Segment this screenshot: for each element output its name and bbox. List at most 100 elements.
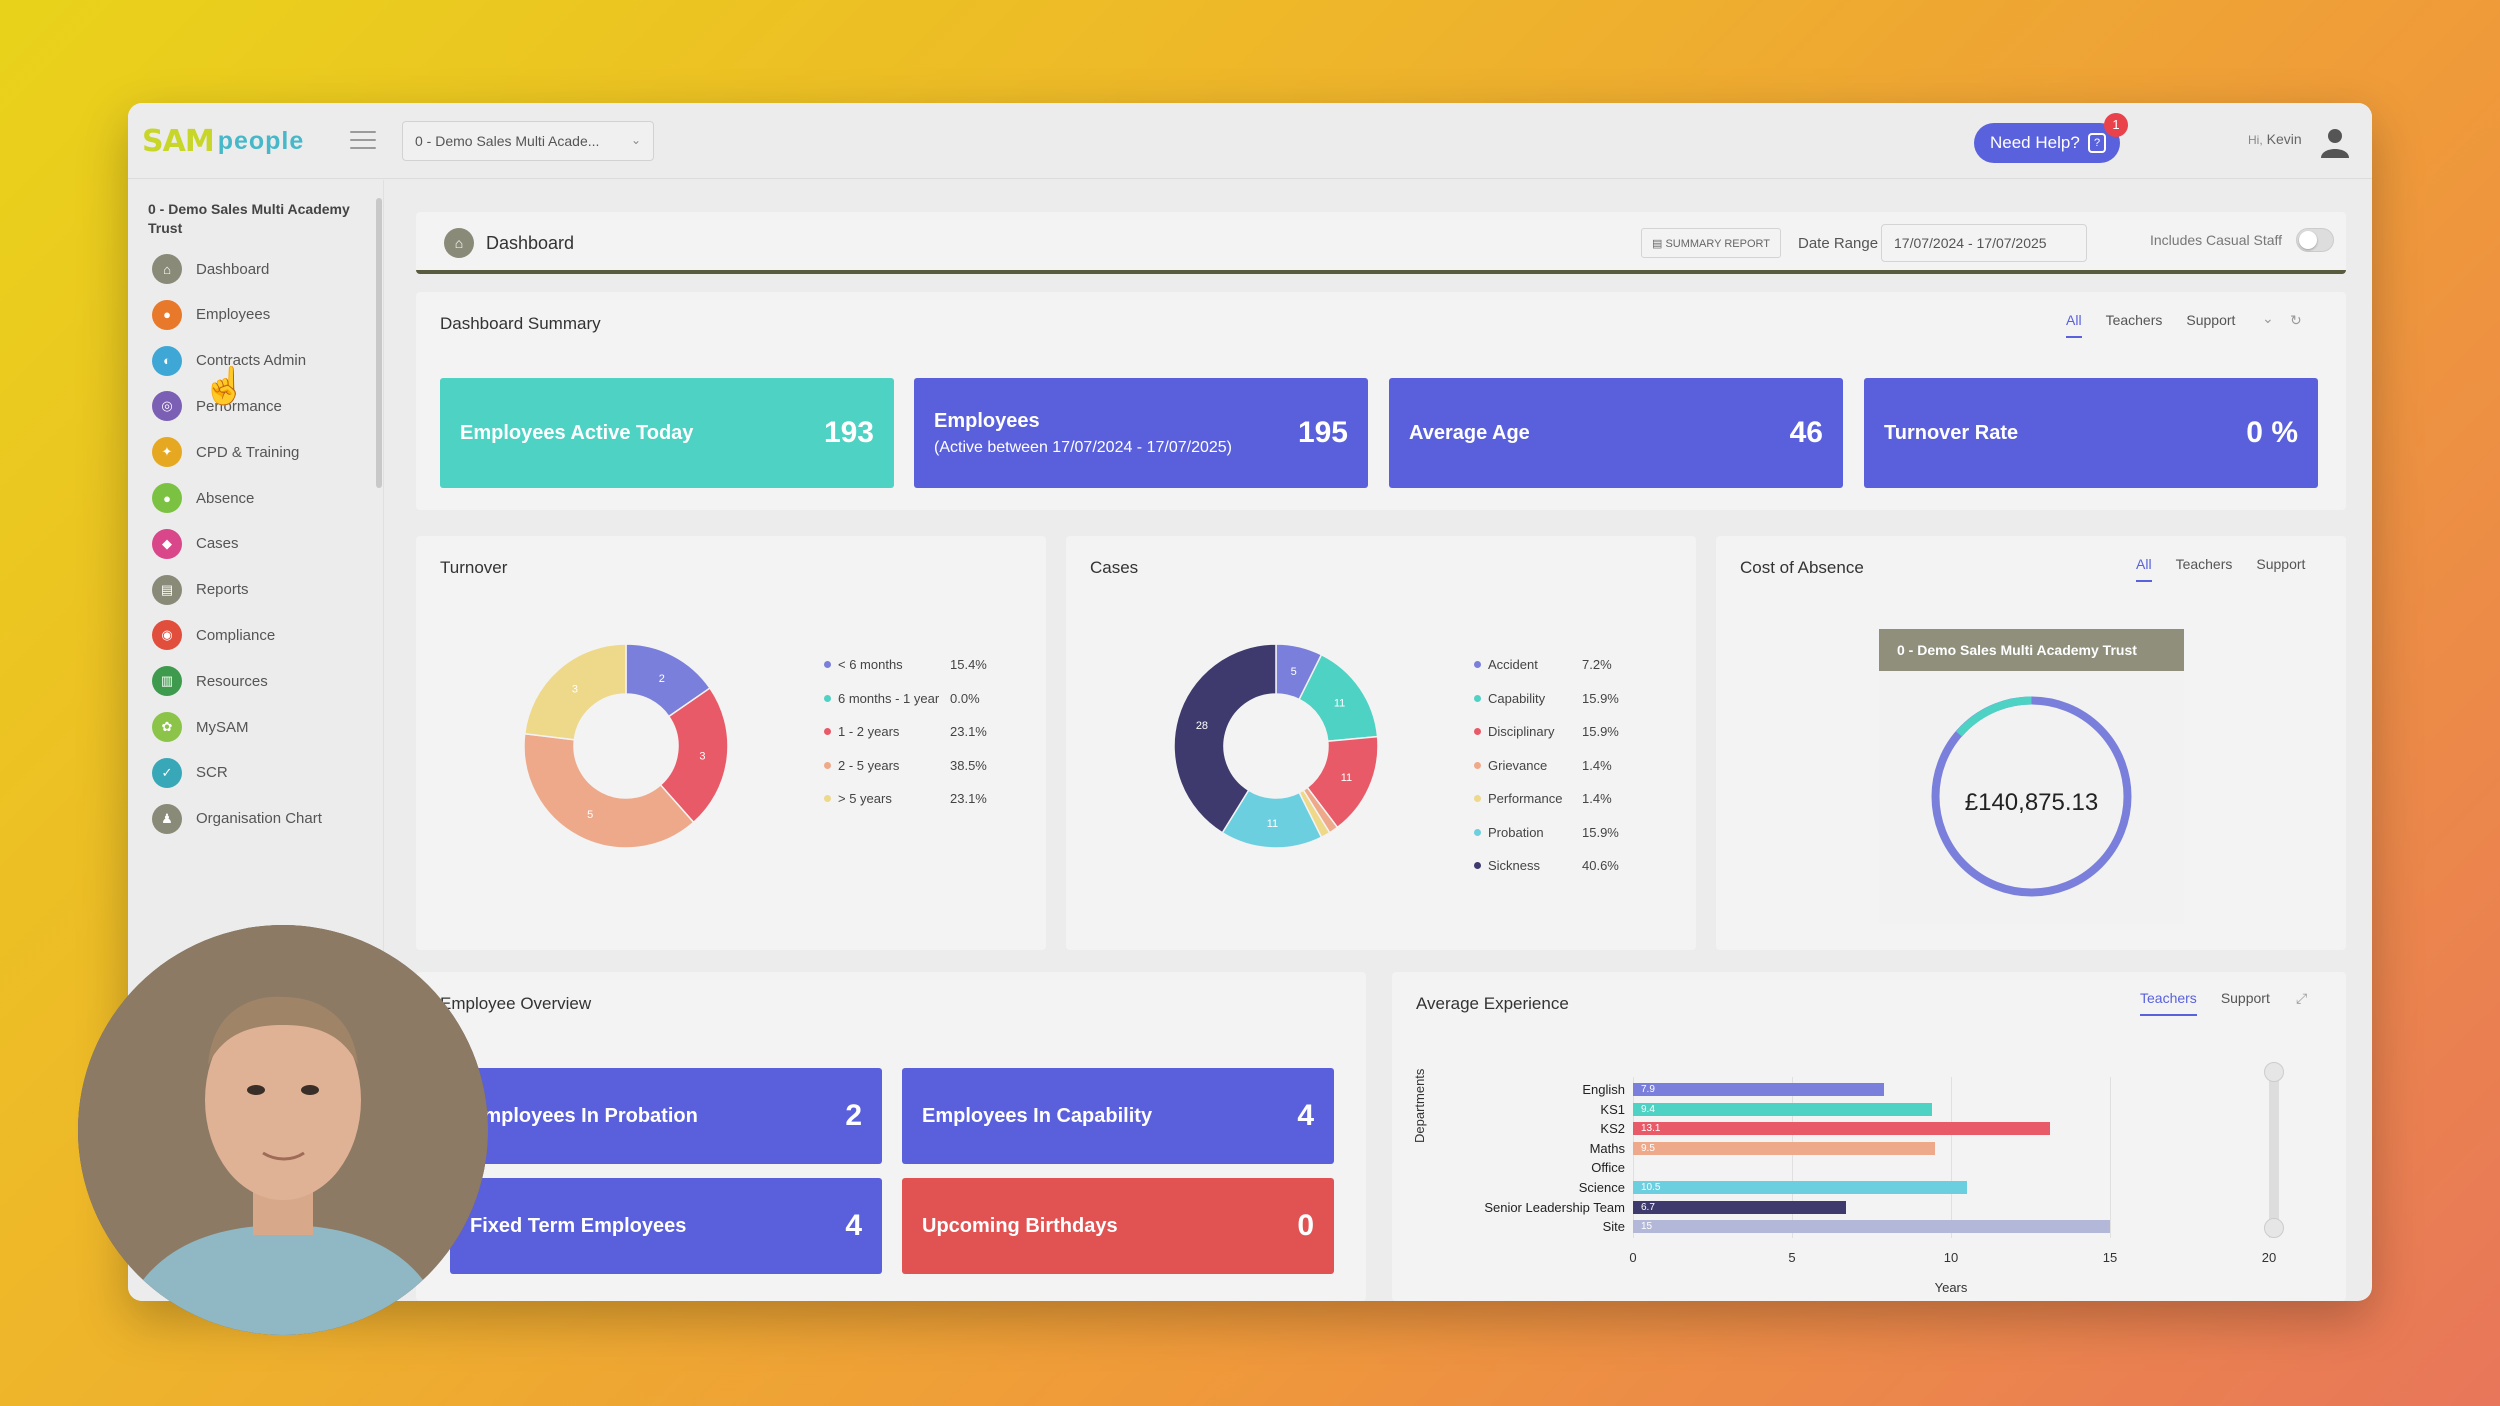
sidebar-item-compliance[interactable]: ◉ Compliance [152, 620, 372, 651]
need-help-button[interactable]: Need Help? ? 1 [1974, 113, 2128, 163]
legend-item: Performance 1.4% [1474, 782, 1634, 816]
pie-slice-2-5-years[interactable] [523, 732, 695, 849]
bar[interactable]: 15 [1633, 1220, 2110, 1234]
legend-label: Sickness [1488, 858, 1541, 874]
summary-report-button[interactable]: ▤ SUMMARY REPORT [1641, 228, 1781, 258]
sidebar-item-cpd-training[interactable]: ✦ CPD & Training [152, 437, 372, 468]
zoom-slider-handle[interactable] [2264, 1218, 2284, 1238]
legend-percent: 23.1% [950, 791, 987, 807]
bar[interactable]: 6.7 [1633, 1200, 1847, 1214]
chevron-down-icon: ⌄ [630, 133, 641, 147]
sidebar-item-resources[interactable]: ▥ Resources [152, 666, 372, 697]
legend-dot [824, 795, 831, 803]
tab-all[interactable]: All [2136, 556, 2152, 582]
cost-tabs: All Teachers Support [2136, 556, 2305, 582]
legend-percent: 1.4% [1582, 791, 1612, 807]
sidebar-item-label: MySAM [196, 718, 249, 736]
sam-people-logo[interactable]: SAM people [142, 123, 305, 159]
tile-fixed-term-employees[interactable]: Fixed Term Employees 4 [450, 1178, 882, 1274]
legend-dot [1474, 828, 1481, 836]
zoom-slider[interactable] [2269, 1067, 2279, 1227]
sidebar-item-dashboard[interactable]: ⌂ Dashboard [152, 254, 372, 284]
cost-ring-chart[interactable] [1929, 694, 2134, 899]
sidebar-item-icon: ◉ [152, 620, 182, 651]
x-tick-label: 10 [1943, 1249, 1959, 1265]
tab-teachers[interactable]: Teachers [2140, 990, 2197, 1016]
refresh-icon[interactable]: ↻ [2290, 312, 2302, 328]
date-range-label: Date Range [1798, 235, 1879, 252]
cases-donut-chart[interactable]: 5 11 11 11 28 [1166, 636, 1386, 856]
tile-employees-in-probation[interactable]: Employees In Probation 2 [450, 1068, 882, 1164]
sidebar-item-label: Contracts Admin [196, 352, 307, 370]
zoom-slider-handle[interactable] [2264, 1062, 2284, 1082]
sidebar-item-cases[interactable]: ◆ Cases [152, 528, 372, 559]
sidebar-item-scr[interactable]: ✓ SCR [152, 757, 372, 788]
sidebar-item-icon: ● [152, 299, 182, 330]
employee-overview-panel: Employee Overview Employees In Probation… [416, 972, 1366, 1301]
tile-turnover-rate[interactable]: Turnover Rate 0 % [1864, 378, 2318, 488]
legend-percent: 15.9% [1582, 690, 1619, 706]
legend-item: Capability 15.9% [1474, 682, 1634, 716]
y-tick-label: English [1582, 1082, 1625, 1097]
expand-icon[interactable]: ⤢ [2296, 990, 2308, 1006]
legend-item: 6 months - 1 year 0.0% [824, 682, 999, 716]
tab-support[interactable]: Support [2186, 312, 2236, 328]
sidebar-item-icon: ♟ [152, 803, 182, 834]
sidebar-scrollbar[interactable] [376, 198, 382, 488]
tile-employees-in-capability[interactable]: Employees In Capability 4 [902, 1068, 1334, 1164]
legend-item: Disciplinary 15.9% [1474, 715, 1634, 749]
legend-dot [1474, 728, 1481, 736]
experience-bar-chart[interactable]: 0 5 10 15 20 English 7.9 KS1 9.4 KS2 13.1 Maths 9.5 O… [1392, 972, 2346, 1301]
sidebar-item-reports[interactable]: ▤ Reports [152, 574, 372, 605]
turnover-donut-chart[interactable]: 2 3 5 3 [516, 636, 736, 856]
organisation-select[interactable]: 0 - Demo Sales Multi Acade... ⌄ [402, 121, 654, 161]
user-avatar-icon[interactable] [2318, 125, 2352, 159]
pie-data-label: 5 [1291, 666, 1297, 678]
grid-line [1633, 1077, 1634, 1238]
tile-employees-active-today[interactable]: Employees Active Today 193 [440, 378, 894, 488]
sidebar-item-absence[interactable]: ● Absence [152, 483, 372, 513]
bar[interactable]: 7.9 [1633, 1083, 1885, 1096]
sidebar-item-mysam[interactable]: ✿ MySAM [152, 712, 372, 742]
tile-average-age[interactable]: Average Age 46 [1389, 378, 1843, 488]
sidebar-item-organisation-chart[interactable]: ♟ Organisation Chart [152, 803, 372, 834]
cost-card: 0 - Demo Sales Multi Academy Trust £140,… [1879, 629, 2184, 924]
sidebar-item-contracts-admin[interactable]: ◐ Contracts Admin [152, 345, 372, 376]
bar[interactable]: 13.1 [1633, 1122, 2050, 1136]
pie-slice-sickness[interactable] [1173, 643, 1277, 834]
notification-badge: 1 [2104, 113, 2128, 137]
tile-employees[interactable]: Employees (Active between 17/07/2024 - 17… [914, 378, 1368, 488]
sidebar-item-employees[interactable]: ● Employees [152, 299, 372, 330]
tab-all[interactable]: All [2066, 312, 2082, 338]
chevron-down-icon[interactable]: ⌄ [2262, 310, 2274, 326]
tab-support[interactable]: Support [2256, 556, 2306, 572]
casual-staff-toggle[interactable] [2296, 228, 2334, 252]
sidebar-item-label: CPD & Training [196, 443, 300, 461]
bar[interactable]: 10.5 [1633, 1181, 1967, 1194]
sidebar-item-icon: ▥ [152, 666, 182, 697]
legend-percent: 0.0% [950, 690, 980, 706]
menu-toggle-icon[interactable] [350, 131, 376, 151]
x-tick-label: 5 [1788, 1249, 1796, 1265]
x-tick-label: 20 [2261, 1249, 2277, 1265]
legend-label: 2 - 5 years [838, 757, 900, 773]
cost-card-org: 0 - Demo Sales Multi Academy Trust [1879, 629, 2184, 671]
bar[interactable]: 9.4 [1633, 1102, 1932, 1116]
date-range-input[interactable]: 17/07/2024 - 17/07/2025 [1881, 224, 2087, 262]
legend-label: Accident [1488, 657, 1538, 673]
experience-tabs: Teachers Support [2140, 990, 2270, 1016]
pie-slice-1-2-years[interactable] [659, 687, 729, 824]
tab-support[interactable]: Support [2220, 990, 2270, 1006]
sidebar-item-performance[interactable]: ◎ Performance [152, 391, 372, 422]
pie-slice--5-years[interactable] [523, 643, 627, 741]
tab-teachers[interactable]: Teachers [2105, 312, 2163, 328]
legend-percent: 15.9% [1582, 824, 1619, 840]
legend-item: Probation 15.9% [1474, 816, 1634, 850]
cases-panel: Cases 5 11 11 11 28 Accident 7.2% Capability 15… [1066, 536, 1696, 950]
tile-upcoming-birthdays[interactable]: Upcoming Birthdays 0 [902, 1178, 1334, 1274]
sidebar-item-label: Performance [196, 397, 282, 415]
legend-item: 2 - 5 years 38.5% [824, 749, 999, 783]
legend-item: 1 - 2 years 23.1% [824, 715, 999, 749]
bar[interactable]: 9.5 [1633, 1141, 1936, 1155]
tab-teachers[interactable]: Teachers [2175, 556, 2233, 572]
